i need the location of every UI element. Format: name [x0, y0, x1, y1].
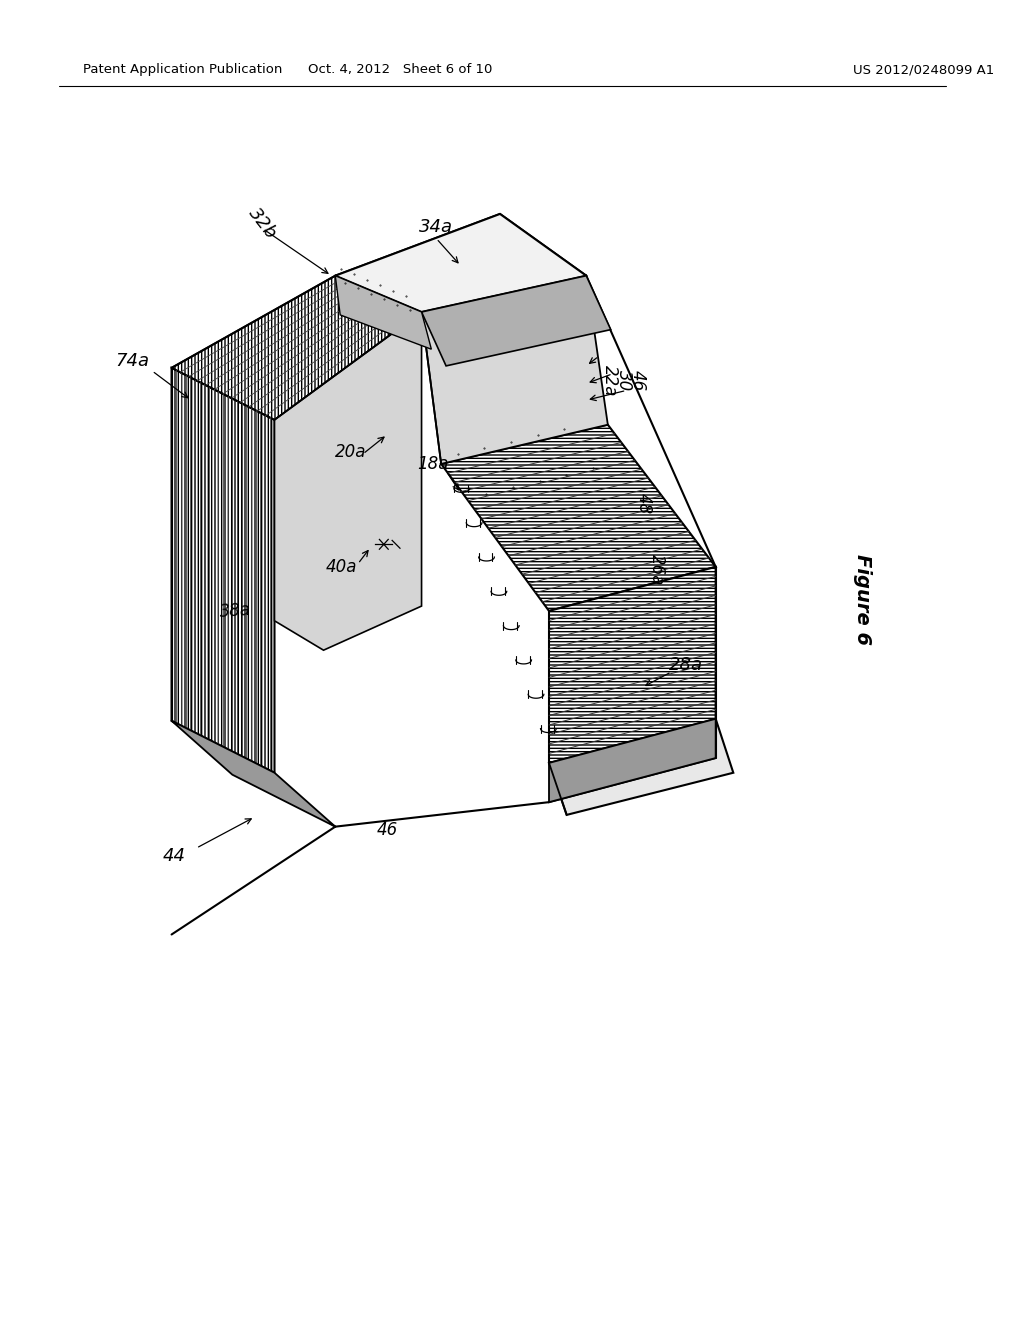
Polygon shape [335, 214, 587, 312]
Polygon shape [335, 276, 431, 350]
Text: 34a: 34a [419, 218, 454, 236]
Text: US 2012/0248099 A1: US 2012/0248099 A1 [853, 63, 994, 77]
Text: 48: 48 [634, 492, 652, 513]
Text: Figure 6: Figure 6 [853, 553, 872, 644]
Polygon shape [172, 368, 274, 772]
Text: 40a: 40a [326, 558, 357, 576]
Polygon shape [172, 276, 422, 420]
Text: 32b: 32b [245, 205, 281, 243]
Text: 28a: 28a [670, 656, 703, 675]
Text: 46: 46 [377, 821, 398, 838]
Text: 38a: 38a [219, 601, 252, 620]
Polygon shape [422, 276, 610, 366]
Text: Patent Application Publication: Patent Application Publication [83, 63, 283, 77]
Text: 22a: 22a [601, 364, 618, 396]
Text: 74a: 74a [116, 352, 150, 370]
Text: 46: 46 [629, 370, 646, 391]
Polygon shape [422, 276, 608, 463]
Polygon shape [274, 312, 422, 651]
Polygon shape [549, 719, 716, 803]
Text: 30: 30 [614, 370, 633, 391]
Text: Oct. 4, 2012   Sheet 6 of 10: Oct. 4, 2012 Sheet 6 of 10 [308, 63, 493, 77]
Text: 26a: 26a [648, 554, 666, 586]
Polygon shape [549, 566, 716, 763]
Text: 20a: 20a [335, 444, 367, 461]
Text: 18a: 18a [418, 455, 450, 473]
Polygon shape [549, 719, 733, 814]
Polygon shape [441, 425, 716, 611]
Polygon shape [172, 721, 335, 826]
Text: 44: 44 [163, 847, 186, 865]
